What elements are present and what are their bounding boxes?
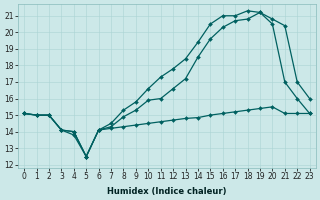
X-axis label: Humidex (Indice chaleur): Humidex (Indice chaleur) bbox=[107, 187, 227, 196]
